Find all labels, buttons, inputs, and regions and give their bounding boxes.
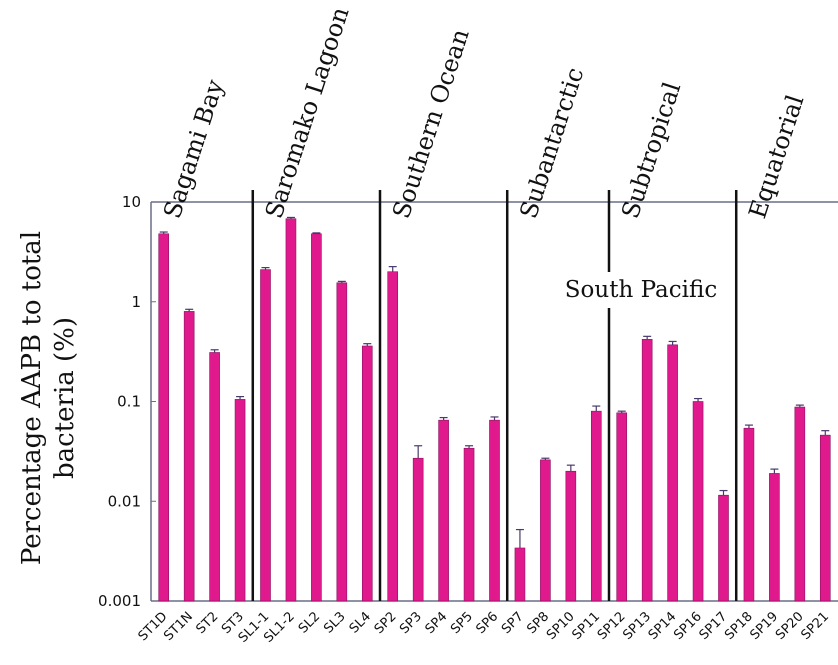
group-label-backdrop	[552, 272, 730, 308]
bar-SL1-2	[285, 218, 297, 602]
bar-SP5	[463, 447, 475, 602]
bar-SP3	[412, 457, 424, 602]
bar-SP10	[565, 470, 577, 602]
x-tick-label-SP5: SP5	[448, 609, 476, 637]
y-axis-label-line2: bacteria (%)	[50, 317, 80, 479]
bar-SP17	[718, 494, 729, 602]
bar-SP8	[540, 459, 551, 602]
bar-SL2	[311, 233, 322, 602]
x-tick-label-ST2: ST2	[194, 609, 222, 637]
x-tick-label-SP18: SP18	[722, 609, 756, 643]
x-tick-label-SP13: SP13	[620, 609, 654, 643]
bar-ST3	[234, 399, 246, 602]
y-tick-label: 10	[122, 193, 141, 211]
bar-SL4	[361, 345, 373, 602]
x-axis-ticks: ST1DST1NST2ST3SL1-1SL1-2SL2SL3SL4SP2SP3S…	[136, 609, 833, 646]
x-tick-label-SP19: SP19	[748, 609, 782, 643]
bar-SL3	[336, 282, 348, 602]
y-axis-label-line1: Percentage AAPB to total	[17, 231, 47, 565]
bar-SP7	[514, 547, 526, 602]
y-tick-label: 1	[131, 293, 141, 311]
bar-ST2	[209, 352, 220, 602]
x-tick-label-SP14: SP14	[646, 609, 680, 643]
x-tick-label-SL3: SL3	[321, 609, 348, 636]
bar-SP16	[692, 401, 704, 602]
region-dividers	[251, 190, 738, 601]
region-label-4: Subantarctic	[514, 64, 589, 222]
x-tick-label-SP20: SP20	[773, 609, 807, 643]
y-tick-label: 0.01	[108, 492, 141, 510]
bar-SL1-1	[260, 269, 271, 602]
x-tick-label-SL2: SL2	[296, 609, 323, 636]
x-tick-label-SP16: SP16	[671, 609, 705, 643]
bar-ST1D	[158, 233, 170, 602]
bar-SP11	[590, 410, 602, 602]
bar-SP19	[769, 473, 780, 602]
x-tick-label-SL4: SL4	[347, 609, 374, 636]
region-label-5: Subtropical	[616, 79, 686, 222]
y-tick-label: 0.001	[98, 592, 141, 610]
region-label-1: Sagami Bay	[158, 76, 229, 222]
x-tick-label-SP2: SP2	[372, 609, 400, 637]
region-label-2: Saromako Lagoon	[260, 4, 355, 222]
x-tick-label-SP7: SP7	[499, 609, 527, 637]
region-label-3: Southern Ocean	[387, 26, 475, 222]
y-tick-label: 0.1	[117, 393, 141, 411]
x-tick-label-SP3: SP3	[397, 609, 425, 637]
x-tick-label-SP6: SP6	[473, 609, 501, 637]
bar-SP12	[616, 412, 628, 602]
x-tick-label-SP10: SP10	[544, 609, 578, 643]
bar-SP13	[641, 339, 653, 602]
group-label: South Pacific	[565, 277, 717, 303]
x-tick-label-SP21: SP21	[798, 609, 832, 643]
x-tick-label-SP12: SP12	[595, 609, 629, 643]
error-bar-group	[159, 216, 830, 548]
bar-SP18	[743, 427, 755, 602]
x-tick-label-ST1D: ST1D	[136, 609, 171, 644]
x-tick-label-SP17: SP17	[697, 609, 731, 643]
x-tick-label-ST1N: ST1N	[161, 609, 196, 644]
bar-SP21	[819, 434, 831, 602]
bar-SP4	[438, 419, 449, 602]
y-axis-ticks: 10 1 0.1 0.01 0.001	[98, 193, 156, 610]
bar-ST1N	[183, 311, 195, 602]
x-tick-label-SP4: SP4	[423, 609, 451, 637]
bar-SP14	[667, 344, 678, 602]
bar-SP20	[794, 406, 806, 602]
x-tick-label-SP11: SP11	[569, 609, 603, 643]
bar-SP6	[489, 419, 500, 602]
region-labels: Sagami Bay Saromako Lagoon Southern Ocean S…	[158, 4, 809, 222]
bar-SP2	[387, 271, 399, 602]
